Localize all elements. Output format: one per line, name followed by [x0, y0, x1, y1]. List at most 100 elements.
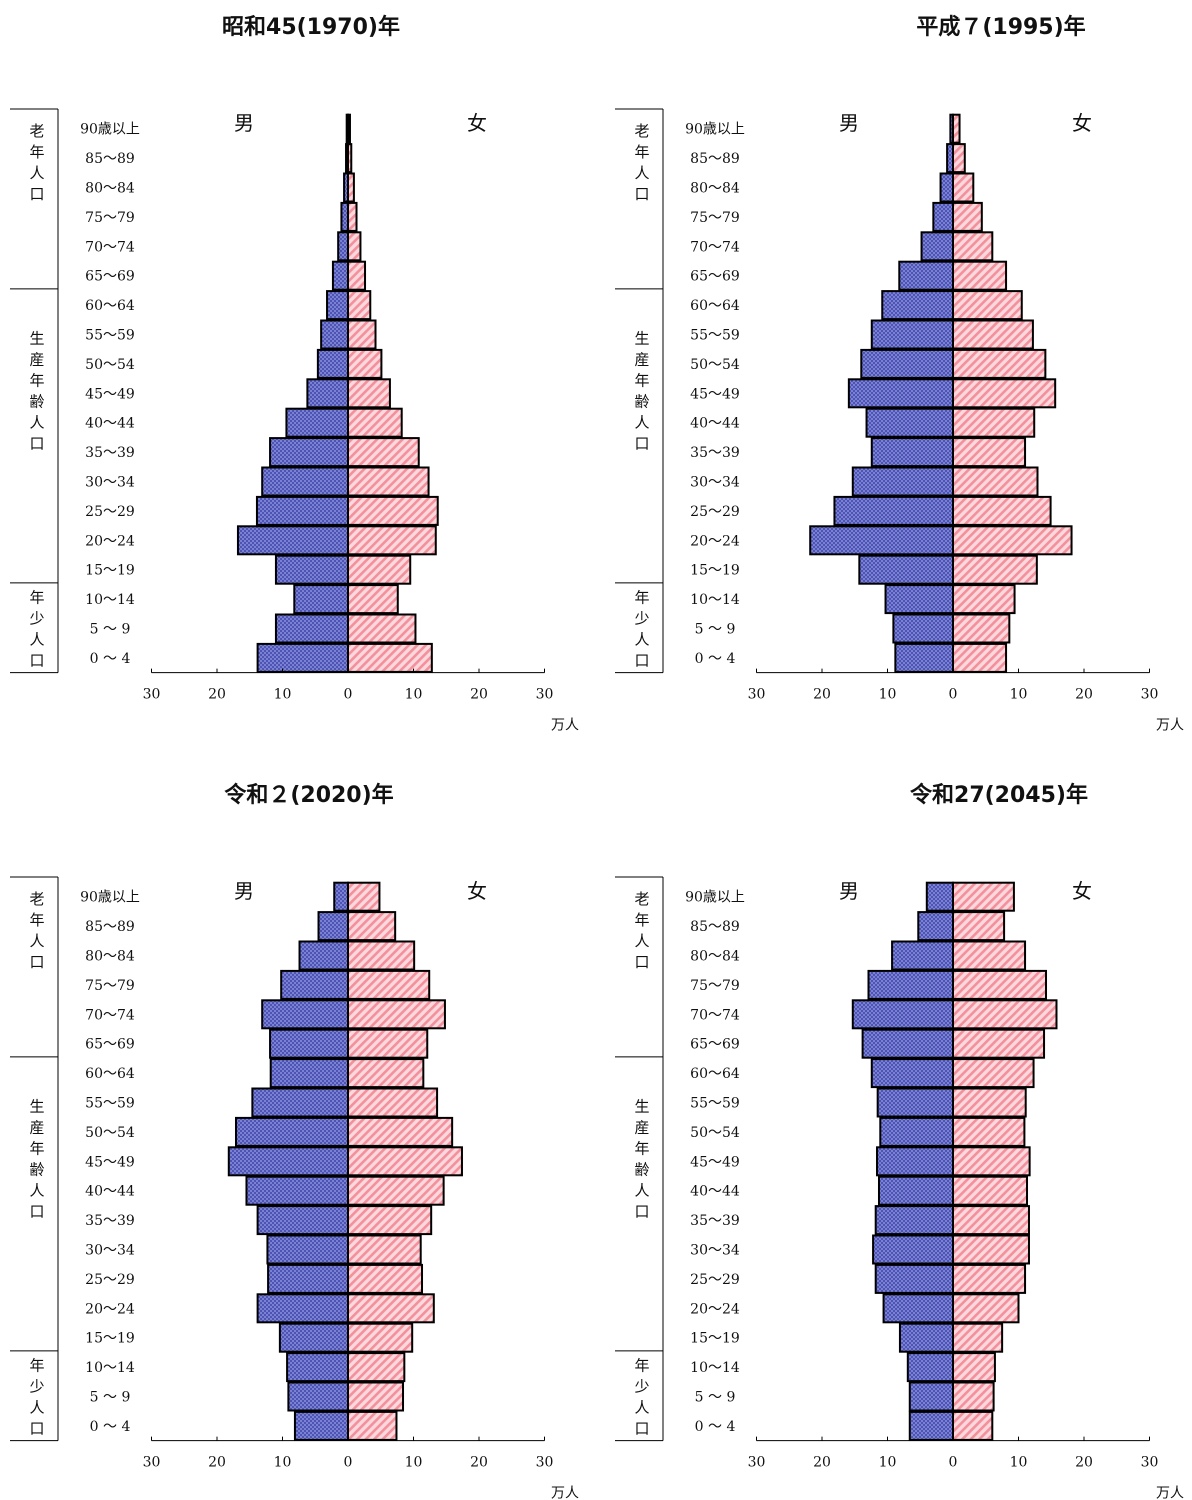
female-bar	[952, 143, 966, 174]
age-label: 55～59	[690, 1096, 740, 1112]
female-bar	[347, 290, 372, 321]
group-label-char: 口	[29, 953, 44, 971]
male-bar	[255, 495, 349, 526]
female-bar	[347, 407, 403, 438]
age-label: 50～54	[690, 357, 740, 373]
age-label: 35～39	[85, 445, 135, 461]
female-bar	[952, 260, 1008, 291]
male-bar	[293, 1410, 350, 1441]
age-label: 50～54	[85, 357, 135, 373]
female-bar	[952, 172, 975, 203]
female-bar	[952, 1028, 1046, 1059]
x-tick-label: 10	[1010, 1455, 1028, 1471]
female-bar	[952, 554, 1038, 585]
female-bar	[347, 1146, 463, 1177]
group-label-char: 老	[634, 122, 649, 140]
female-bar	[952, 1087, 1027, 1118]
age-label: 10～14	[85, 1360, 135, 1376]
age-label: 15～19	[690, 563, 740, 579]
age-label: 90歳以上	[685, 890, 745, 906]
female-bar	[952, 201, 983, 232]
group-label-char: 人	[634, 164, 649, 182]
group-label-char: 口	[634, 435, 649, 453]
female-label: 女	[1072, 879, 1092, 903]
female-bar	[347, 143, 353, 174]
age-label: 15～19	[85, 1331, 135, 1347]
male-bar	[898, 260, 955, 291]
age-label: 75～79	[85, 210, 135, 226]
female-bar	[952, 613, 1011, 644]
group-label-char: 年	[634, 143, 649, 161]
group-label-char: 齢	[29, 393, 44, 411]
age-label: 25～29	[690, 1272, 740, 1288]
female-bar	[952, 378, 1057, 409]
age-label: 20～24	[690, 1301, 740, 1317]
age-label: 40～44	[85, 1184, 135, 1200]
female-label: 女	[467, 879, 487, 903]
age-label: 40～44	[690, 416, 740, 432]
age-label: 85～89	[85, 151, 135, 167]
male-bar	[245, 1175, 350, 1206]
x-tick-label: 30	[536, 1455, 554, 1471]
female-bar	[952, 1146, 1031, 1177]
age-label: 45～49	[690, 386, 740, 402]
x-tick-label: 20	[1075, 687, 1093, 703]
female-bar	[347, 1028, 429, 1059]
group-label-char: 少	[634, 609, 649, 627]
x-tick-label: 30	[1141, 687, 1159, 703]
group-label-char: 老	[29, 890, 44, 908]
male-bar	[333, 881, 349, 912]
age-label: 10～14	[85, 592, 135, 608]
x-tick-label: 0	[344, 1455, 353, 1471]
age-label: 90歳以上	[80, 890, 140, 906]
male-bar	[847, 378, 954, 409]
x-tick-label: 10	[1010, 687, 1028, 703]
pyramid-panel: 平成７(1995)年老年人口生産年齢人口年少人口90歳以上85～8980～847…	[615, 14, 1184, 734]
group-label-char: 口	[29, 651, 44, 669]
male-bar	[293, 584, 350, 615]
age-label: 60～64	[690, 298, 740, 314]
male-bar	[278, 1322, 350, 1353]
age-label: 70～74	[690, 239, 740, 255]
group-label-char: 生	[29, 1098, 44, 1116]
female-bar	[952, 1234, 1030, 1265]
male-bar	[261, 466, 350, 497]
female-bar	[347, 172, 355, 203]
male-bar	[317, 911, 349, 942]
group-label-char: 齢	[29, 1161, 44, 1179]
x-tick-label: 20	[208, 687, 226, 703]
age-label: 60～64	[85, 1066, 135, 1082]
male-bar	[879, 1116, 955, 1147]
female-bar	[347, 969, 431, 1000]
group-label-char: 口	[634, 651, 649, 669]
age-label: 85～89	[690, 919, 740, 935]
age-label: 65～69	[85, 269, 135, 285]
group-label-char: 人	[29, 164, 44, 182]
male-bar	[920, 231, 954, 262]
group-label-char: 産	[29, 1119, 44, 1137]
age-label: 30～34	[690, 1243, 740, 1259]
x-tick-label: 10	[405, 687, 423, 703]
male-bar	[833, 495, 955, 526]
group-label-char: 人	[29, 1398, 44, 1416]
age-label: 90歳以上	[685, 122, 745, 138]
age-label: 65～69	[85, 1037, 135, 1053]
x-tick-label: 10	[274, 687, 292, 703]
male-bar	[267, 1263, 349, 1294]
male-bar	[236, 525, 350, 556]
group-label-char: 年	[634, 372, 649, 390]
age-label: 45～49	[690, 1154, 740, 1170]
group-label-char: 人	[29, 630, 44, 648]
age-label: 0 ～ 4	[90, 1419, 131, 1435]
unit-label: 万人	[551, 718, 579, 734]
female-bar	[952, 1322, 1004, 1353]
group-label-char: 人	[634, 414, 649, 432]
chart-title: 令和２(2020)年	[224, 782, 393, 808]
male-bar	[876, 1087, 954, 1118]
x-tick-label: 20	[813, 1455, 831, 1471]
male-bar	[908, 1410, 954, 1441]
age-label: 65～69	[690, 269, 740, 285]
male-bar	[882, 1293, 955, 1324]
male-label: 男	[234, 111, 254, 135]
male-bar	[894, 642, 954, 673]
